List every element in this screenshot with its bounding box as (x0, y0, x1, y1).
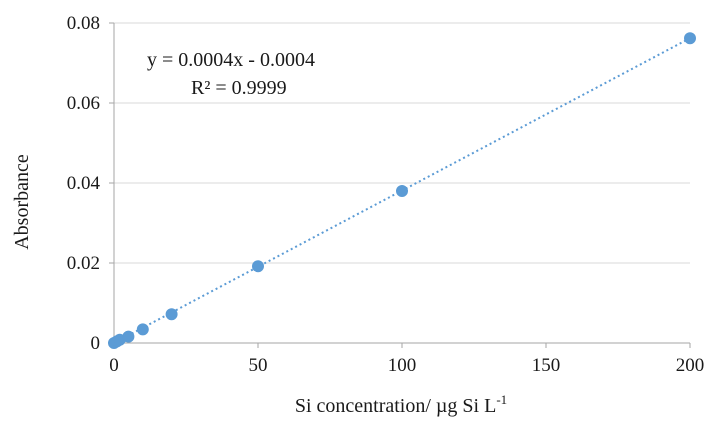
y-tick-label-0: 0 (91, 333, 101, 354)
r-squared-label: R² = 0.9999 (191, 77, 287, 99)
trendline-equation: y = 0.0004x - 0.0004 (147, 49, 315, 71)
data-point-7 (396, 185, 408, 197)
x-axis-title-main: Si concentration/ µg Si L (295, 395, 497, 417)
x-tick-label-0: 0 (109, 355, 119, 376)
data-point-6 (252, 260, 264, 273)
y-tick-label-4: 0.08 (67, 13, 100, 34)
gridlines (114, 22, 690, 264)
x-tick-label-1: 50 (249, 355, 268, 376)
tick-labels: 0 0.02 0.04 0.06 0.08 0 50 100 150 200 (67, 13, 705, 376)
data-points (108, 32, 696, 349)
data-point-8 (684, 32, 696, 45)
y-axis-title: Absorbance (11, 154, 33, 250)
x-axis-title-superscript: -1 (496, 392, 507, 407)
y-tick-label-3: 0.06 (67, 93, 100, 114)
y-tick-label-2: 0.04 (67, 173, 101, 194)
x-tick-label-3: 150 (532, 355, 561, 376)
data-point-5 (165, 308, 178, 321)
data-point-4 (136, 323, 149, 336)
x-tick-label-4: 200 (676, 355, 705, 376)
data-point-3 (122, 330, 135, 343)
x-tick-label-2: 100 (388, 355, 417, 376)
x-axis-title: Si concentration/ µg Si L-1 (295, 392, 507, 417)
y-tick-label-1: 0.02 (67, 253, 100, 274)
